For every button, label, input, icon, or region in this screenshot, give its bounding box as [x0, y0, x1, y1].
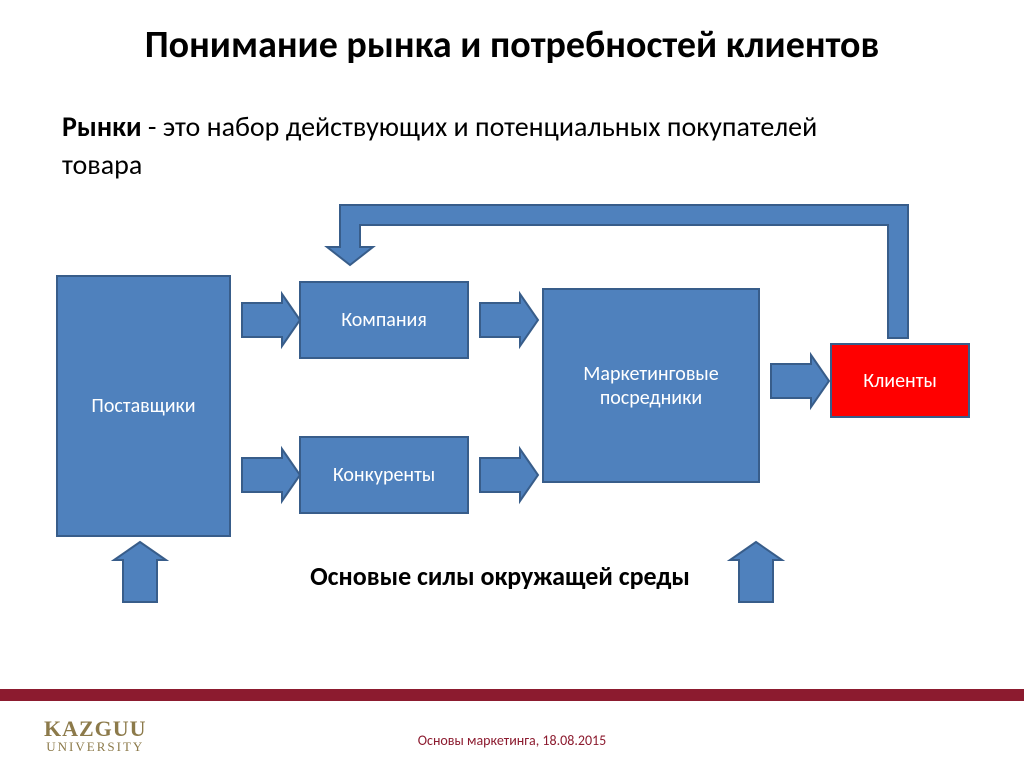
node-intermediaries: Маркетинговые посредники — [542, 288, 760, 483]
environment-caption: Основые силы окружащей среды — [300, 560, 700, 593]
node-suppliers: Поставщики — [56, 275, 231, 537]
node-company: Компания — [299, 281, 469, 359]
footer-citation: Основы маркетинга, 18.08.2015 — [0, 732, 1024, 749]
node-competitors: Конкуренты — [299, 436, 469, 514]
node-clients: Клиенты — [830, 343, 970, 418]
flowchart-diagram: Поставщики Компания Конкуренты Маркетинговы… — [0, 0, 1024, 767]
